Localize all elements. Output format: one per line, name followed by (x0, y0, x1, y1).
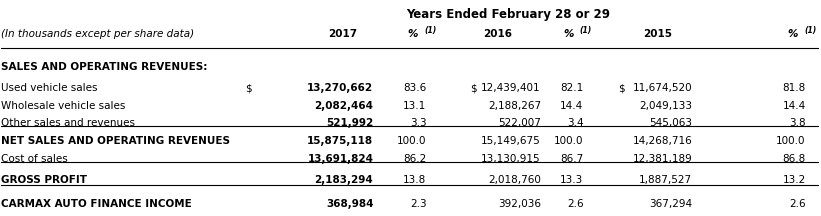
Text: $: $ (618, 83, 625, 94)
Text: 100.0: 100.0 (776, 136, 805, 146)
Text: 521,992: 521,992 (326, 118, 374, 128)
Text: 2.6: 2.6 (566, 199, 584, 209)
Text: 3.8: 3.8 (789, 118, 805, 128)
Text: 86.7: 86.7 (560, 154, 584, 164)
Text: 13.2: 13.2 (782, 175, 805, 185)
Text: 2,082,464: 2,082,464 (314, 100, 374, 111)
Text: 13.8: 13.8 (403, 175, 426, 185)
Text: 522,007: 522,007 (498, 118, 541, 128)
Text: 13,270,662: 13,270,662 (307, 83, 374, 94)
Text: 100.0: 100.0 (554, 136, 584, 146)
Text: 14,268,716: 14,268,716 (632, 136, 692, 146)
Text: SALES AND OPERATING REVENUES:: SALES AND OPERATING REVENUES: (2, 62, 208, 72)
Text: (1): (1) (424, 26, 436, 35)
Text: 12,439,401: 12,439,401 (481, 83, 541, 94)
Text: 14.4: 14.4 (782, 100, 805, 111)
Text: 2017: 2017 (328, 29, 357, 39)
Text: %: % (408, 29, 422, 39)
Text: 3.4: 3.4 (566, 118, 584, 128)
Text: 15,149,675: 15,149,675 (481, 136, 541, 146)
Text: 2,049,133: 2,049,133 (639, 100, 692, 111)
Text: 392,036: 392,036 (498, 199, 541, 209)
Text: 2.6: 2.6 (789, 199, 805, 209)
Text: 368,984: 368,984 (326, 199, 374, 209)
Text: $: $ (245, 83, 251, 94)
Text: (1): (1) (804, 26, 816, 35)
Text: Wholesale vehicle sales: Wholesale vehicle sales (2, 100, 126, 111)
Text: 11,674,520: 11,674,520 (632, 83, 692, 94)
Text: 2,018,760: 2,018,760 (488, 175, 541, 185)
Text: NET SALES AND OPERATING REVENUES: NET SALES AND OPERATING REVENUES (2, 136, 231, 146)
Text: 3.3: 3.3 (410, 118, 426, 128)
Text: 2,188,267: 2,188,267 (488, 100, 541, 111)
Text: 86.8: 86.8 (782, 154, 805, 164)
Text: Cost of sales: Cost of sales (2, 154, 68, 164)
Text: Years Ended February 28 or 29: Years Ended February 28 or 29 (406, 8, 610, 21)
Text: 81.8: 81.8 (782, 83, 805, 94)
Text: Other sales and revenues: Other sales and revenues (2, 118, 135, 128)
Text: 13.1: 13.1 (403, 100, 426, 111)
Text: 1,887,527: 1,887,527 (639, 175, 692, 185)
Text: 367,294: 367,294 (649, 199, 692, 209)
Text: 86.2: 86.2 (403, 154, 426, 164)
Text: 100.0: 100.0 (397, 136, 426, 146)
Text: 14.4: 14.4 (560, 100, 584, 111)
Text: 2016: 2016 (484, 29, 512, 39)
Text: 13,130,915: 13,130,915 (481, 154, 541, 164)
Text: 15,875,118: 15,875,118 (307, 136, 374, 146)
Text: (In thousands except per share data): (In thousands except per share data) (2, 29, 195, 39)
Text: 545,063: 545,063 (649, 118, 692, 128)
Text: 12,381,189: 12,381,189 (632, 154, 692, 164)
Text: 2.3: 2.3 (410, 199, 426, 209)
Text: 2,183,294: 2,183,294 (314, 175, 374, 185)
Text: %: % (788, 29, 802, 39)
Text: 83.6: 83.6 (403, 83, 426, 94)
Text: %: % (564, 29, 578, 39)
Text: $: $ (470, 83, 476, 94)
Text: 82.1: 82.1 (560, 83, 584, 94)
Text: 13,691,824: 13,691,824 (307, 154, 374, 164)
Text: GROSS PROFIT: GROSS PROFIT (2, 175, 87, 185)
Text: CARMAX AUTO FINANCE INCOME: CARMAX AUTO FINANCE INCOME (2, 199, 192, 209)
Text: Used vehicle sales: Used vehicle sales (2, 83, 98, 94)
Text: 2015: 2015 (643, 29, 672, 39)
Text: 13.3: 13.3 (560, 175, 584, 185)
Text: (1): (1) (580, 26, 592, 35)
